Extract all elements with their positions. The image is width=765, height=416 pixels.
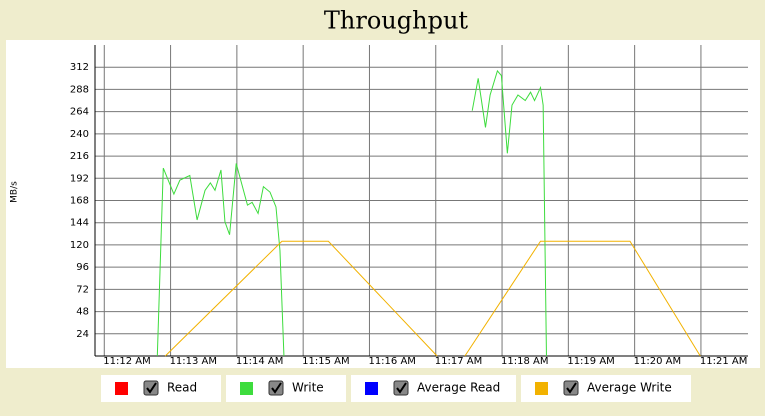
y-tick-label: 120 xyxy=(70,240,89,251)
y-tick-label: 216 xyxy=(70,151,89,162)
legend-box xyxy=(521,375,691,402)
legend-swatch xyxy=(365,382,378,395)
x-tick-label: 11:17 AM xyxy=(435,356,482,367)
legend-label: Write xyxy=(292,381,324,395)
x-tick-label: 11:19 AM xyxy=(567,356,614,367)
x-tick-label: 11:21 AM xyxy=(700,356,747,367)
y-tick-label: 72 xyxy=(76,284,89,295)
y-tick-label: 240 xyxy=(70,129,89,140)
series-line xyxy=(156,69,547,357)
y-tick-label: 168 xyxy=(70,196,89,207)
y-tick-label: 192 xyxy=(70,173,89,184)
y-tick-label: 312 xyxy=(70,62,89,73)
y-tick-label: 144 xyxy=(70,218,89,229)
y-axis-label: MB/s xyxy=(10,181,20,203)
x-tick-label: 11:15 AM xyxy=(302,356,349,367)
legend-checkmark xyxy=(566,382,577,394)
legend-label: Average Write xyxy=(587,381,672,395)
legend-checkmark xyxy=(396,382,407,394)
legend-checkmark xyxy=(271,382,282,394)
legend-swatch xyxy=(240,382,253,395)
legend-swatch xyxy=(115,382,128,395)
x-tick-label: 11:13 AM xyxy=(170,356,217,367)
y-tick-label: 288 xyxy=(70,84,89,95)
legend-swatch xyxy=(535,382,548,395)
series-line xyxy=(164,240,701,357)
x-tick-label: 11:18 AM xyxy=(501,356,548,367)
chart-title: Throughput xyxy=(324,7,468,35)
y-tick-label: 264 xyxy=(70,107,89,118)
y-tick-label: 24 xyxy=(76,329,89,340)
legend-label: Read xyxy=(167,381,197,395)
legend-box xyxy=(351,375,516,402)
x-tick-label: 11:20 AM xyxy=(634,356,681,367)
legend-checkmark xyxy=(146,382,157,394)
legend-label: Average Read xyxy=(417,381,500,395)
x-tick-label: 11:16 AM xyxy=(368,356,415,367)
x-tick-label: 11:14 AM xyxy=(236,356,283,367)
y-tick-label: 48 xyxy=(76,307,89,318)
y-tick-label: 96 xyxy=(76,262,89,273)
x-tick-label: 11:12 AM xyxy=(103,356,150,367)
